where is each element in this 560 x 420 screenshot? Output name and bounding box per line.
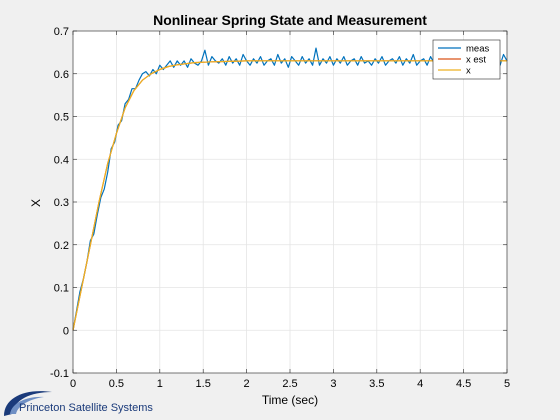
x-tick-label: 3.5 bbox=[369, 378, 384, 390]
logo-swoosh-accent-icon bbox=[10, 396, 44, 414]
series-line-x bbox=[72, 60, 507, 331]
x-tick-label: 2 bbox=[244, 378, 250, 390]
company-logo: Princeton Satellite Systems bbox=[4, 391, 153, 416]
x-tick-labels: 0 0.5 1 1.5 2 2.5 3 3.5 4 4.5 5 bbox=[70, 378, 510, 390]
legend-label-meas: meas bbox=[466, 44, 489, 55]
y-tick-label: 0.4 bbox=[54, 154, 69, 166]
x-tick-label: 2.5 bbox=[282, 378, 297, 390]
y-tick-label: 0.3 bbox=[54, 197, 69, 209]
x-tick-label: 3 bbox=[330, 378, 336, 390]
y-tick-label: 0.2 bbox=[54, 240, 69, 252]
tick-marks bbox=[72, 30, 508, 374]
logo-text: Princeton Satellite Systems bbox=[19, 402, 153, 414]
x-tick-label: 4.5 bbox=[456, 378, 471, 390]
x-tick-label: 0 bbox=[70, 378, 76, 390]
x-tick-label: 4 bbox=[417, 378, 423, 390]
logo-swoosh-icon bbox=[4, 391, 52, 416]
x-tick-label: 1 bbox=[157, 378, 163, 390]
y-axis-label: X bbox=[29, 199, 43, 207]
plot-axes: 0 0.5 1 1.5 2 2.5 3 3.5 4 4.5 5 -0.100.10.20.30.40… bbox=[50, 26, 510, 390]
y-tick-label: 0.6 bbox=[54, 69, 69, 81]
chart-title: Nonlinear Spring State and Measurement bbox=[153, 12, 427, 28]
legend-label-x: x bbox=[466, 66, 471, 77]
x-tick-label: 1.5 bbox=[196, 378, 211, 390]
x-axis-label: Time (sec) bbox=[262, 393, 318, 407]
y-tick-label: 0 bbox=[63, 325, 69, 337]
x-tick-label: 5 bbox=[504, 378, 510, 390]
y-tick-label: 0.5 bbox=[54, 112, 69, 124]
y-tick-label: 0.7 bbox=[54, 26, 69, 38]
x-tick-label: 0.5 bbox=[109, 378, 124, 390]
legend-label-x-est: x est bbox=[466, 55, 486, 66]
y-tick-labels: -0.1 0 0.1 0.2 0.3 0.4 0.5 0.6 0.7 bbox=[50, 26, 69, 380]
y-tick-label: -0.1 bbox=[50, 368, 69, 380]
y-tick-label: 0.1 bbox=[54, 283, 69, 295]
